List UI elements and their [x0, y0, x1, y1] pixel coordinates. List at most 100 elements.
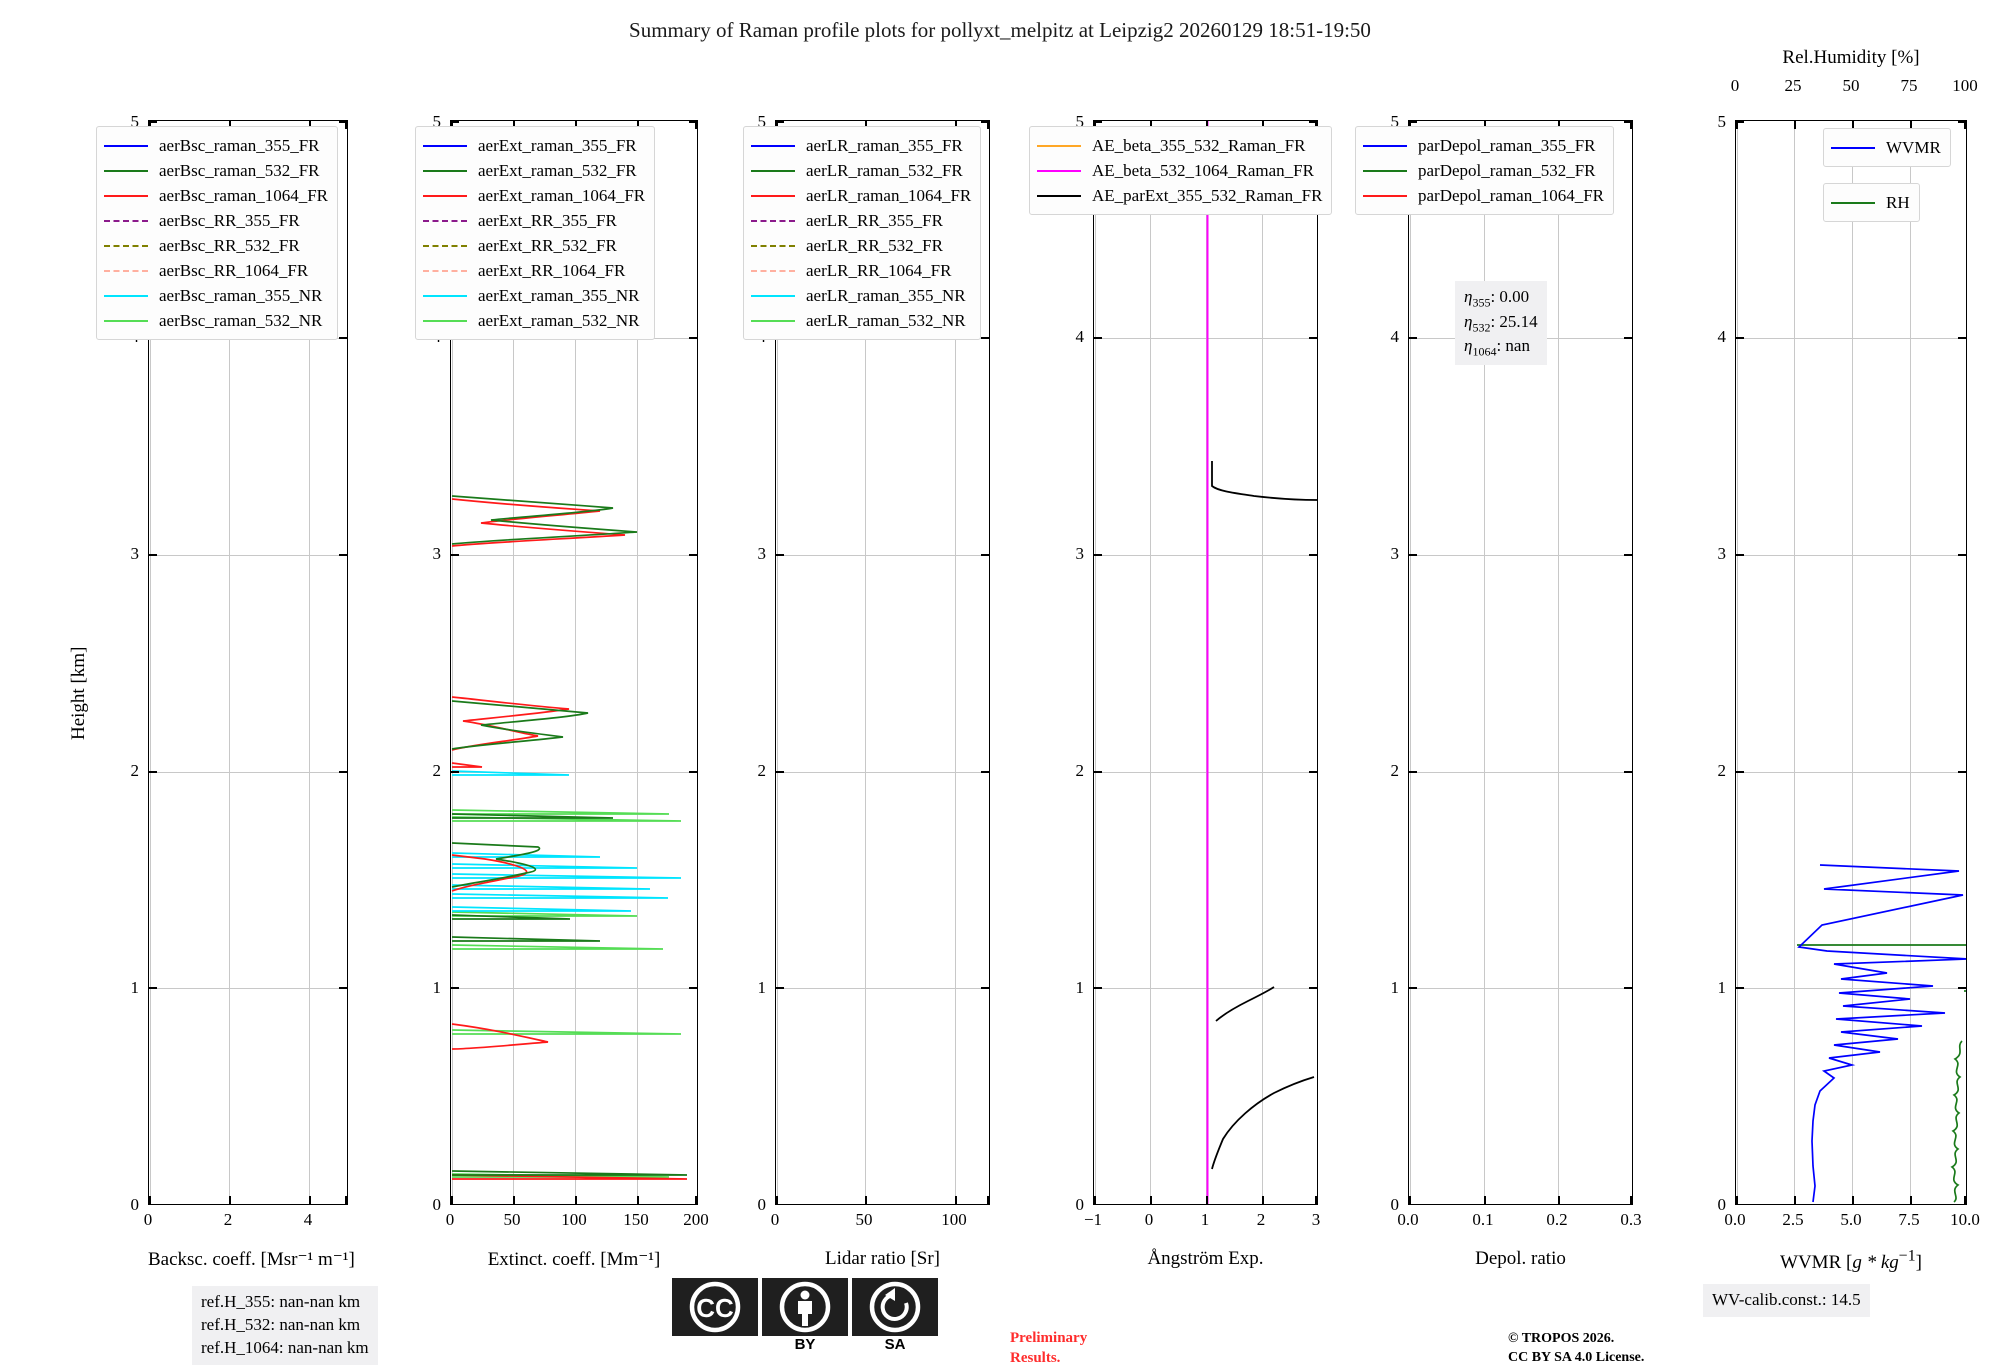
x-tick-ae-1: 0 [1145, 1210, 1154, 1230]
legend-key-line [423, 145, 467, 147]
legend-key-line [423, 220, 467, 222]
legend-item[interactable]: aerBsc_raman_532_NR [104, 308, 328, 333]
x-tick-ae-0: −1 [1084, 1210, 1102, 1230]
legend-item[interactable]: WVMR [1831, 135, 1941, 160]
y-tick-2: 2 [1718, 761, 1736, 781]
legend-label: parDepol_raman_532_FR [1418, 162, 1596, 179]
legend-key-line [751, 195, 795, 197]
cc-by-segment [762, 1278, 848, 1336]
legend-item[interactable]: aerBsc_RR_1064_FR [104, 258, 328, 283]
plot-area-angstrom [1093, 120, 1318, 1205]
legend-key-line [1831, 202, 1875, 204]
legend-item[interactable]: RH [1831, 190, 1910, 215]
x-tick-ext-3: 150 [623, 1210, 649, 1230]
legend-item[interactable]: aerLR_raman_532_FR [751, 158, 971, 183]
legend-key-line [104, 270, 148, 272]
legend-key-line [1363, 170, 1407, 172]
legend-item[interactable]: aerExt_raman_532_NR [423, 308, 645, 333]
legend-item[interactable]: aerExt_RR_355_FR [423, 208, 645, 233]
legend-item[interactable]: aerLR_RR_1064_FR [751, 258, 971, 283]
x-tick-ae-2: 1 [1201, 1210, 1210, 1230]
legend-key-line [1363, 145, 1407, 147]
legend-item[interactable]: aerExt_raman_355_NR [423, 283, 645, 308]
legend-item[interactable]: aerLR_raman_355_FR [751, 133, 971, 158]
cc-sa-segment [852, 1278, 938, 1336]
y-tick-3: 3 [433, 544, 451, 564]
legend-extinction[interactable]: aerExt_raman_355_FR aerExt_raman_532_FR … [415, 126, 655, 340]
x-tick-dep-2: 0.2 [1546, 1210, 1567, 1230]
eta-355-value: 0.00 [1499, 287, 1529, 306]
legend-item[interactable]: aerLR_RR_532_FR [751, 233, 971, 258]
legend-item[interactable]: AE_parExt_355_532_Raman_FR [1037, 183, 1322, 208]
legend-label: aerBsc_raman_355_NR [159, 287, 322, 304]
copyright-line-2: CC BY SA 4.0 License. [1508, 1349, 1644, 1368]
legend-wvmr[interactable]: WVMR [1823, 128, 1951, 167]
legend-item[interactable]: parDepol_raman_355_FR [1363, 133, 1604, 158]
legend-item[interactable]: aerLR_raman_532_NR [751, 308, 971, 333]
legend-item[interactable]: aerBsc_raman_355_NR [104, 283, 328, 308]
preliminary-line-1: Preliminary [1010, 1329, 1087, 1349]
legend-label: aerBsc_RR_532_FR [159, 237, 300, 254]
eta-1064-row: η1064: nan [1464, 335, 1538, 360]
legend-item[interactable]: aerExt_raman_1064_FR [423, 183, 645, 208]
legend-angstrom[interactable]: AE_beta_355_532_Raman_FR AE_beta_532_106… [1029, 126, 1332, 215]
legend-label: aerBsc_raman_532_FR [159, 162, 320, 179]
x-axis-label-lidar-ratio: Lidar ratio [Sr] [775, 1248, 990, 1270]
legend-item[interactable]: aerExt_RR_1064_FR [423, 258, 645, 283]
legend-item[interactable]: aerExt_raman_355_FR [423, 133, 645, 158]
svg-text:CC: CC [696, 1293, 734, 1323]
x-tick-wvmr-4: 10.0 [1950, 1210, 1980, 1230]
cc-logo-segment: CC [672, 1278, 758, 1336]
legend-item[interactable]: aerBsc_RR_532_FR [104, 233, 328, 258]
legend-key-line [751, 245, 795, 247]
legend-key-line [1037, 145, 1081, 147]
legend-item[interactable]: parDepol_raman_1064_FR [1363, 183, 1604, 208]
x-tick-dep-3: 0.3 [1620, 1210, 1641, 1230]
x-tick-ext-0: 0 [446, 1210, 455, 1230]
legend-label: WVMR [1886, 139, 1941, 156]
legend-item[interactable]: AE_beta_532_1064_Raman_FR [1037, 158, 1322, 183]
ref-height-annotation: ref.H_355: nan-nan km ref.H_532: nan-nan… [192, 1286, 378, 1365]
person-icon [762, 1278, 848, 1336]
legend-item[interactable]: AE_beta_355_532_Raman_FR [1037, 133, 1322, 158]
eta-1064-subscript: 1064 [1472, 345, 1496, 359]
legend-item[interactable]: aerExt_raman_532_FR [423, 158, 645, 183]
legend-label: aerLR_raman_1064_FR [806, 187, 971, 204]
legend-item[interactable]: aerBsc_RR_355_FR [104, 208, 328, 233]
y-tick-1: 1 [758, 978, 776, 998]
legend-item[interactable]: aerLR_raman_355_NR [751, 283, 971, 308]
legend-item[interactable]: aerExt_RR_532_FR [423, 233, 645, 258]
legend-key-line [423, 245, 467, 247]
cc-by-label: BY [762, 1336, 848, 1353]
legend-lidar-ratio[interactable]: aerLR_raman_355_FR aerLR_raman_532_FR ae… [743, 126, 981, 340]
legend-key-line [1037, 170, 1081, 172]
legend-backscatter[interactable]: aerBsc_raman_355_FR aerBsc_raman_532_FR … [96, 126, 338, 340]
legend-label: aerExt_raman_355_FR [478, 137, 637, 154]
legend-item[interactable]: parDepol_raman_532_FR [1363, 158, 1604, 183]
y-tick-3: 3 [131, 544, 149, 564]
legend-label: parDepol_raman_1064_FR [1418, 187, 1604, 204]
legend-rh[interactable]: RH [1823, 183, 1920, 222]
legend-key-line [751, 145, 795, 147]
legend-item[interactable]: aerLR_RR_355_FR [751, 208, 971, 233]
legend-label: aerExt_raman_532_NR [478, 312, 639, 329]
legend-key-line [751, 170, 795, 172]
legend-label: aerExt_RR_355_FR [478, 212, 617, 229]
legend-label: aerLR_RR_532_FR [806, 237, 943, 254]
legend-label: AE_beta_355_532_Raman_FR [1092, 137, 1305, 154]
legend-item[interactable]: aerBsc_raman_1064_FR [104, 183, 328, 208]
legend-key-line [1037, 195, 1081, 197]
legend-item[interactable]: aerBsc_raman_355_FR [104, 133, 328, 158]
legend-item[interactable]: aerBsc_raman_532_FR [104, 158, 328, 183]
legend-depol-ratio[interactable]: parDepol_raman_355_FR parDepol_raman_532… [1355, 126, 1614, 215]
legend-label: RH [1886, 194, 1910, 211]
panel-angstrom: 0 1 2 3 4 5 −1 0 1 2 3 Ångström Exp. [1093, 120, 1318, 1205]
y-tick-2: 2 [131, 761, 149, 781]
cc-license-badge: CC BY SA [672, 1278, 942, 1356]
y-axis-label: Height [km] [68, 647, 90, 740]
legend-item[interactable]: aerLR_raman_1064_FR [751, 183, 971, 208]
top-x-tick-rh-1: 25 [1785, 76, 1802, 96]
legend-key-line [751, 295, 795, 297]
legend-label: aerExt_raman_355_NR [478, 287, 639, 304]
